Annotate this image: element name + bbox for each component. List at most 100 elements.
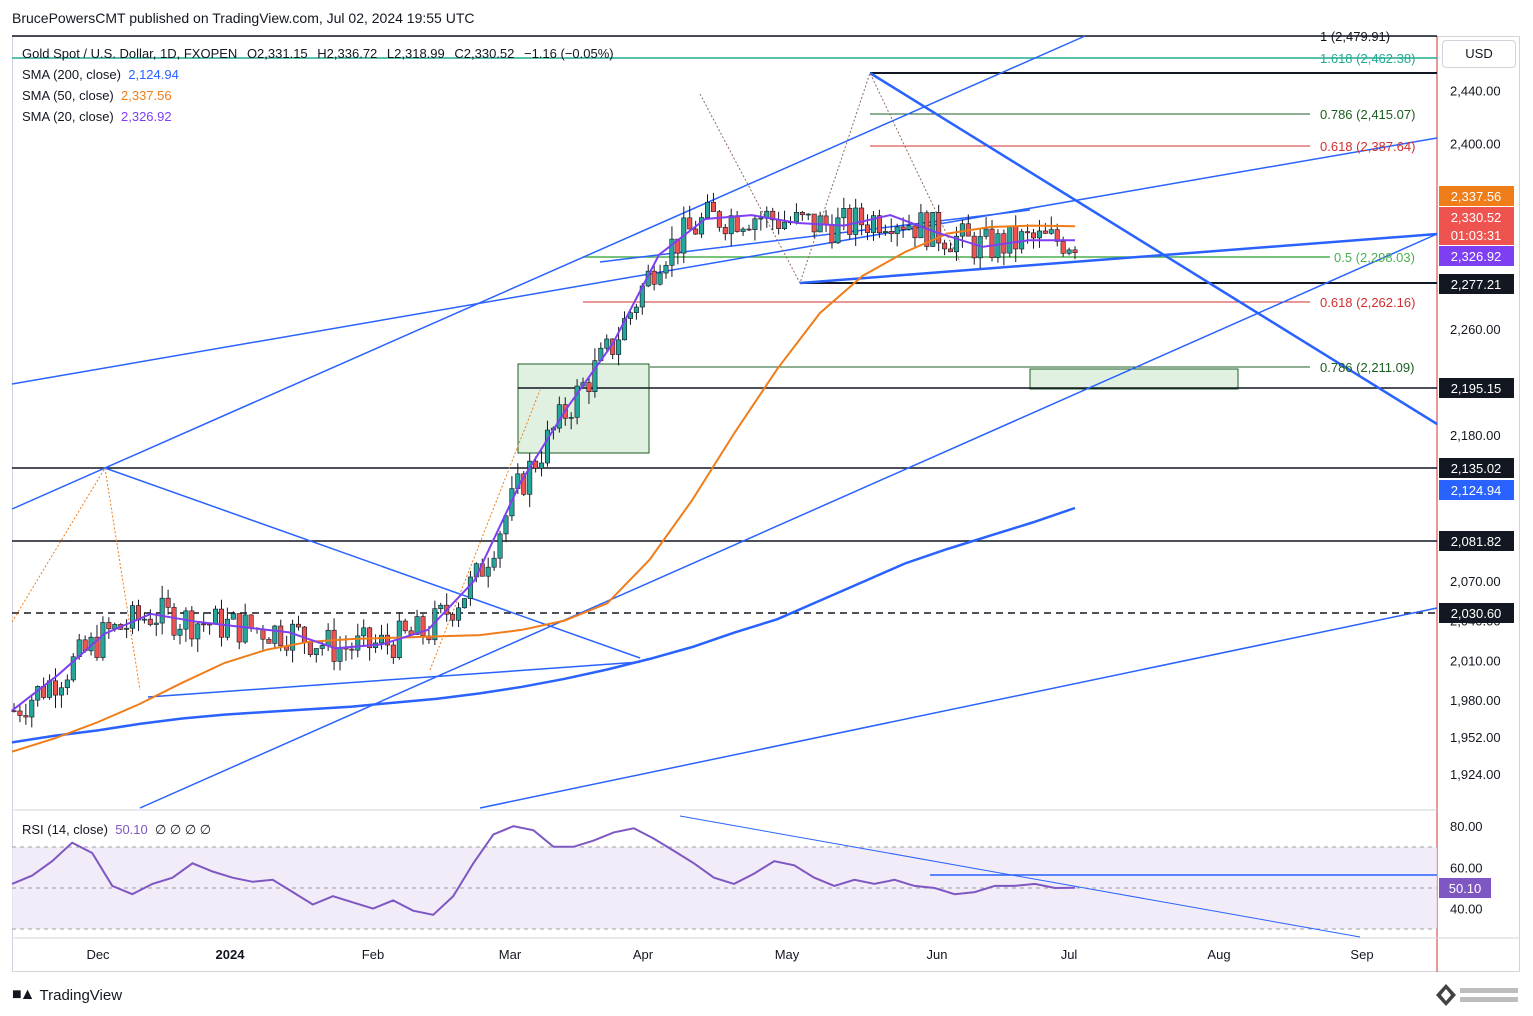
sma50-value: 2,337.56 <box>121 88 172 103</box>
candle-body <box>722 227 728 235</box>
candle-body <box>906 225 912 230</box>
candle-body <box>669 238 675 266</box>
change-value: −1.16 (−0.05%) <box>524 46 614 61</box>
brand-name: TradingView <box>39 986 123 1004</box>
sma20-legend[interactable]: SMA (20, close) 2,326.92 <box>22 109 172 124</box>
rsi-tick-label: 80.00 <box>1450 819 1483 834</box>
candle-body <box>52 680 58 696</box>
fib-level-label: 0.618 (2,387.64) <box>1320 139 1415 154</box>
candle-body <box>799 211 805 216</box>
open-value: O2,331.15 <box>246 46 308 61</box>
candle-body <box>716 211 722 228</box>
candle-body <box>11 710 17 712</box>
candle-body <box>544 429 550 464</box>
candle-body <box>497 533 503 559</box>
candle-body <box>841 208 847 219</box>
candle-body <box>331 629 337 662</box>
rsi-value-badge: 50.10 <box>1439 878 1491 898</box>
candle-body <box>1060 241 1066 254</box>
candle-body <box>147 618 153 625</box>
sma50-line <box>11 224 1076 753</box>
candle-body <box>936 212 942 244</box>
candle-body <box>1048 229 1054 234</box>
candle-body <box>355 635 361 651</box>
candle-body <box>770 210 776 221</box>
candle-body <box>1036 230 1042 239</box>
candle-body <box>224 618 230 638</box>
price-badge <box>1439 186 1514 206</box>
candle-body <box>894 226 900 235</box>
candles <box>11 192 1078 728</box>
candle-body <box>313 648 319 655</box>
candle-body <box>414 616 420 635</box>
currency-button[interactable]: USD <box>1442 40 1516 68</box>
time-tick-label: Dec <box>86 947 110 962</box>
price-tick-label: 1,952.00 <box>1450 730 1501 745</box>
rsi-badge-label: 50.10 <box>1449 881 1482 896</box>
trendline-lower-base <box>479 607 1438 809</box>
candle-body <box>325 629 331 646</box>
tradingview-brand[interactable]: ■▲ TradingView <box>12 986 122 1004</box>
time-tick-label: Sep <box>1350 947 1373 962</box>
time-tick-label: Feb <box>362 947 384 962</box>
candle-body <box>64 679 70 689</box>
trendline-dec-downtrend <box>104 467 641 659</box>
candle-body <box>485 566 491 577</box>
time-tick-label: Aug <box>1207 947 1230 962</box>
rsi-axis: 80.00 60.00 40.00 <box>1450 819 1483 916</box>
candle-body <box>882 231 888 234</box>
candle-body <box>699 217 705 235</box>
rsi-divergence-line <box>679 815 1361 938</box>
sma200-legend[interactable]: SMA (200, close) 2,124.94 <box>22 67 179 82</box>
candle-body <box>900 226 906 230</box>
candle-body <box>782 221 788 229</box>
rsi-tick-label: 60.00 <box>1450 860 1483 875</box>
candle-body <box>568 417 574 419</box>
candle-body <box>58 687 64 696</box>
candle-body <box>337 647 343 662</box>
candle-body <box>106 622 112 630</box>
candle-body <box>953 235 959 253</box>
candle-body <box>491 557 497 568</box>
publisher-header: BrucePowersCMT published on TradingView.… <box>12 10 475 26</box>
rsi-legend[interactable]: RSI (14, close) 50.10 ∅ ∅ ∅ ∅ <box>22 822 211 838</box>
time-axis: Dec 2024 Feb Mar Apr May Jun Jul Aug Sep <box>86 947 1373 962</box>
price-badge-label: 2,135.02 <box>1451 461 1502 476</box>
candle-body <box>539 462 545 469</box>
sma50-legend[interactable]: SMA (50, close) 2,337.56 <box>22 88 172 103</box>
candle-body <box>402 620 408 632</box>
candle-body <box>17 710 23 716</box>
sma50-label: SMA (50, close) <box>22 88 114 103</box>
candle-body <box>859 207 865 226</box>
candle-body <box>942 242 948 250</box>
candle-body <box>734 215 740 232</box>
price-badge <box>1439 603 1514 623</box>
candle-body <box>438 604 444 609</box>
candle-body <box>23 715 29 718</box>
projection-lines <box>11 71 961 691</box>
candle-body <box>503 515 509 535</box>
high-value: H2,336.72 <box>317 46 378 61</box>
trendline-flag-support <box>799 232 1438 285</box>
sma200-value: 2,124.94 <box>128 67 179 82</box>
price-tick-label: 2,400.00 <box>1450 137 1501 152</box>
candle-body <box>740 228 746 232</box>
sma20-label: SMA (20, close) <box>22 109 114 124</box>
time-tick-label: Jul <box>1061 947 1078 962</box>
candle-body <box>805 213 811 216</box>
price-tick-label: 1,980.00 <box>1450 693 1501 708</box>
candle-body <box>130 605 136 629</box>
symbol-legend[interactable]: Gold Spot / U.S. Dollar, 1D, FXOPEN O2,3… <box>22 46 620 61</box>
rsi-badge-bg <box>1439 878 1491 898</box>
candle-body <box>307 642 313 655</box>
candle-body <box>177 628 183 636</box>
candle-body <box>1066 249 1072 254</box>
fib-level-label: 0.786 (2,415.07) <box>1320 107 1415 122</box>
candle-body <box>70 656 76 681</box>
candle-body <box>171 607 177 636</box>
candle-body <box>758 217 764 220</box>
price-tick-label: 2,070.00 <box>1450 574 1501 589</box>
candle-body <box>574 385 580 418</box>
candle-body <box>201 623 207 626</box>
